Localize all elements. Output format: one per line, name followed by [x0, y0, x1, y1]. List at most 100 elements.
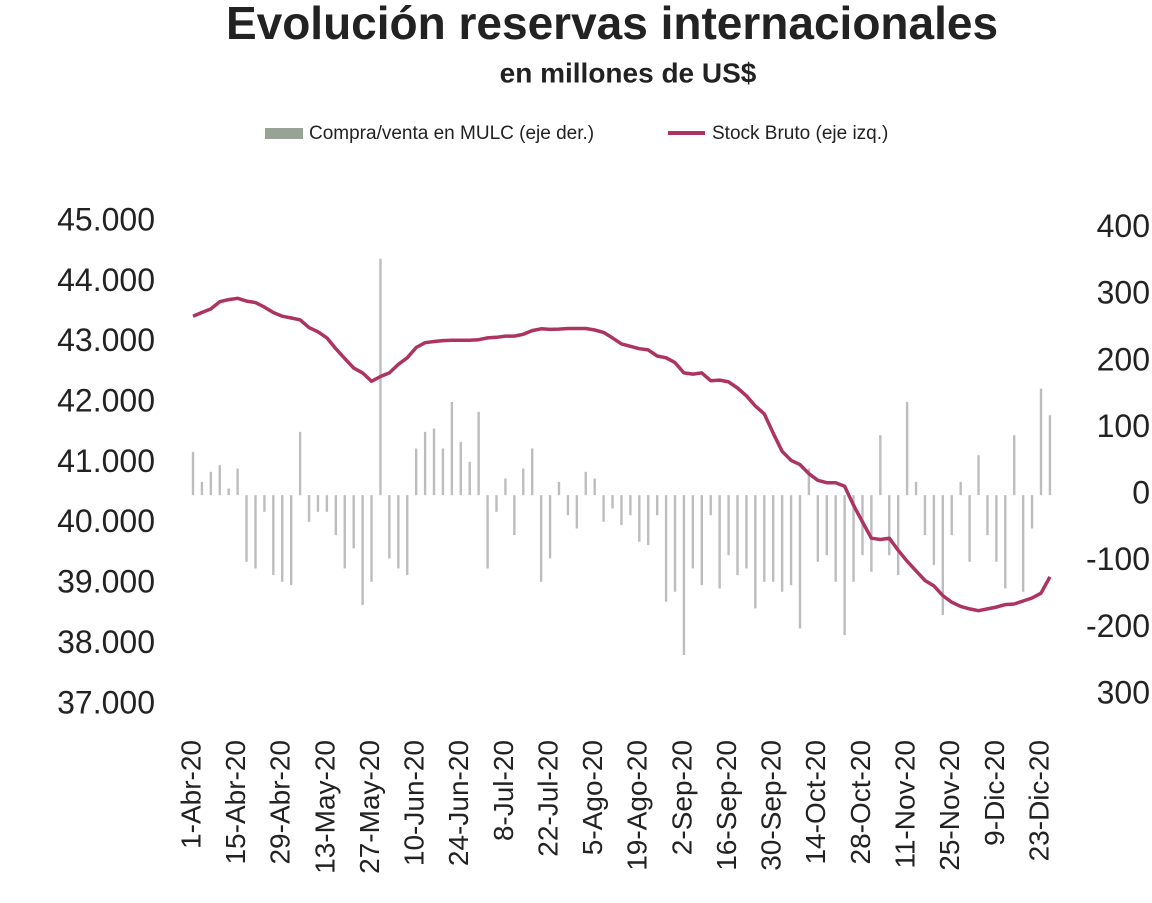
- bar: [593, 478, 596, 496]
- bar: [584, 471, 587, 496]
- bar: [334, 495, 338, 536]
- line: [192, 296, 1052, 613]
- bar: [1030, 495, 1034, 529]
- bar: [191, 451, 195, 496]
- bar: [1039, 388, 1043, 496]
- y2-tick-label: 100: [1097, 408, 1150, 444]
- bar: [995, 495, 998, 562]
- bar: [843, 495, 846, 636]
- y2-tick-label: 400: [1097, 208, 1150, 244]
- bar: [352, 495, 355, 549]
- y-tick-label: 42.000: [57, 383, 155, 419]
- bar: [459, 441, 462, 496]
- x-tick-label: 1-Abr-20: [175, 740, 206, 849]
- bar: [673, 495, 677, 592]
- bar: [870, 495, 873, 572]
- x-tick-label: 28-Oct-20: [845, 740, 876, 865]
- bar: [254, 495, 257, 569]
- bar: [423, 431, 427, 496]
- bar: [780, 495, 784, 592]
- bar: [495, 495, 498, 512]
- bar: [1021, 495, 1025, 592]
- bar: [414, 448, 418, 496]
- bar: [959, 481, 962, 496]
- bar: [655, 495, 659, 516]
- bar: [289, 495, 293, 586]
- legend-swatch: [265, 128, 303, 139]
- bar: [388, 495, 391, 559]
- x-tick-label: 30-Sep-20: [756, 740, 787, 871]
- x-tick-label: 13-May-20: [309, 740, 340, 874]
- x-tick-label: 15-Abr-20: [220, 740, 251, 865]
- bar: [432, 428, 436, 496]
- bar: [986, 495, 989, 536]
- bar: [441, 448, 445, 496]
- y-tick-label: 38.000: [57, 624, 155, 660]
- bar: [566, 495, 570, 516]
- bar: [647, 495, 650, 546]
- y-tick-label: 37.000: [57, 684, 155, 720]
- y2-tick-label: -100: [1086, 541, 1150, 577]
- bar: [477, 411, 480, 496]
- x-tick-label: 24-Jun-20: [443, 740, 474, 866]
- bar: [629, 495, 632, 516]
- bar: [772, 495, 775, 582]
- bar: [504, 478, 507, 496]
- bar: [513, 495, 516, 536]
- bar: [905, 401, 909, 496]
- bar: [450, 401, 454, 496]
- x-tick-label: 25-Nov-20: [934, 740, 965, 871]
- bar: [968, 495, 971, 562]
- bar: [834, 495, 837, 582]
- bar: [397, 495, 400, 569]
- bar: [727, 495, 730, 556]
- bar: [557, 481, 561, 496]
- y2-tick-label: 0: [1132, 475, 1150, 511]
- x-tick-label: 16-Sep-20: [711, 740, 742, 871]
- bar: [575, 495, 579, 529]
- bar: [1048, 415, 1052, 496]
- bar: [825, 495, 828, 556]
- bar: [896, 495, 900, 576]
- bar: [406, 495, 409, 576]
- x-tick-label: 14-Oct-20: [800, 740, 831, 865]
- chart-title: Evolución reservas internacionales: [226, 0, 998, 49]
- bar: [611, 495, 614, 509]
- bar: [316, 495, 320, 512]
- bar: [852, 495, 855, 582]
- bar: [218, 465, 221, 496]
- y-tick-label: 39.000: [57, 564, 155, 600]
- bar: [361, 495, 364, 606]
- bar: [941, 495, 945, 616]
- bar: [754, 495, 757, 609]
- x-tick-label: 8-Jul-20: [488, 740, 519, 841]
- bar: [325, 495, 329, 512]
- bar: [798, 495, 802, 629]
- bar: [272, 495, 275, 576]
- bar: [691, 495, 695, 569]
- y-tick-label: 41.000: [57, 443, 155, 479]
- bar: [736, 495, 739, 576]
- bar: [950, 495, 953, 536]
- x-tick-label: 2-Sep-20: [666, 740, 697, 855]
- bar: [236, 468, 239, 496]
- bar: [245, 495, 248, 562]
- bar: [281, 495, 284, 582]
- y-tick-label: 40.000: [57, 503, 155, 539]
- bar: [548, 495, 552, 559]
- x-tick-label: 27-May-20: [354, 740, 385, 874]
- y2-tick-label: 300: [1097, 674, 1150, 710]
- x-tick-label: 5-Ago-20: [577, 740, 608, 855]
- y2-tick-label: 300: [1097, 275, 1150, 311]
- bar: [531, 448, 534, 496]
- x-tick-label: 22-Jul-20: [532, 740, 563, 857]
- bar: [700, 495, 703, 586]
- x-tick-label: 19-Ago-20: [622, 740, 653, 871]
- bar: [789, 495, 793, 586]
- x-tick-label: 9-Dic-20: [979, 740, 1010, 846]
- bar: [932, 495, 936, 566]
- bar: [522, 468, 525, 496]
- bar: [343, 495, 346, 569]
- y2-tick-label: -200: [1086, 608, 1150, 644]
- bar: [298, 431, 302, 496]
